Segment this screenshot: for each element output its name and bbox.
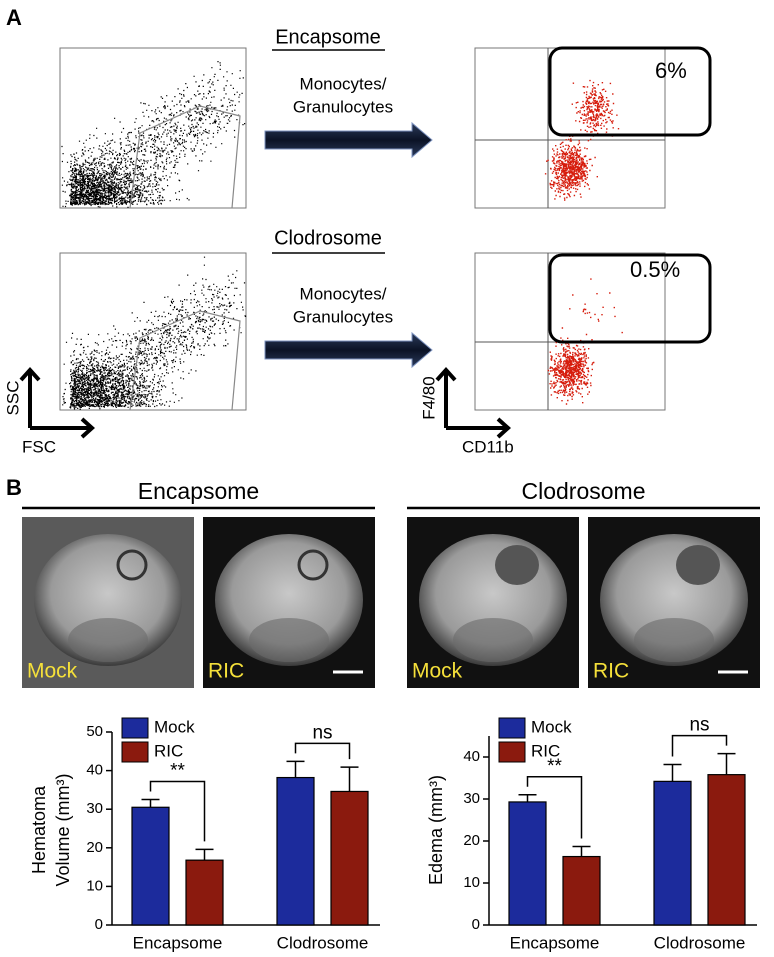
significance-label: ns (689, 715, 709, 736)
mri-lesion (495, 545, 539, 585)
mri-ventral (634, 618, 714, 662)
axis-arrow (435, 367, 511, 439)
image-label: RIC (208, 660, 244, 683)
legend-swatch (121, 741, 149, 763)
legend-swatch (498, 741, 526, 763)
gate-percent: 6% (655, 58, 687, 83)
gate-box (548, 253, 712, 344)
row-title: Clodrosome (274, 227, 382, 249)
legend-swatch (498, 717, 526, 739)
error-bar (195, 848, 214, 861)
mri-ventral (68, 618, 148, 662)
dot-cloud (544, 79, 620, 201)
significance-label: ** (547, 756, 562, 777)
error-bar (663, 763, 682, 782)
y-tick-label: 0 (95, 916, 103, 933)
error-bar (717, 752, 736, 775)
axis-label: FSC (22, 437, 56, 456)
legend-label: RIC (154, 741, 183, 760)
panel-label: A (6, 5, 22, 30)
image-label: Mock (412, 660, 463, 683)
y-tick-label: 40 (86, 762, 103, 779)
image-label: RIC (593, 660, 629, 683)
bar (707, 774, 746, 926)
group-title: Clodrosome (522, 478, 646, 504)
gate-text: Monocytes/ (300, 284, 387, 303)
significance-label: ns (312, 722, 332, 743)
y-tick-label: 30 (86, 800, 103, 817)
dot-cloud (547, 278, 623, 405)
axis-arrow (19, 367, 95, 439)
axis-label: CD11b (462, 437, 514, 456)
gate (129, 105, 241, 209)
bar (131, 806, 170, 926)
gate-box (548, 46, 712, 137)
bar (276, 776, 315, 926)
error-bar (340, 766, 359, 792)
y-tick-label: 0 (472, 916, 480, 933)
bar (562, 855, 601, 926)
x-tick-label: Encapsome (133, 933, 223, 952)
bar (185, 859, 224, 926)
y-tick-label: 40 (463, 748, 480, 765)
significance-bracket (294, 742, 351, 760)
y-tick-label: 30 (463, 790, 480, 807)
bar (330, 790, 369, 926)
mri-ventral (249, 618, 329, 662)
x-tick-label: Clodrosome (277, 933, 369, 952)
gate-text: Monocytes/ (300, 74, 387, 93)
x-tick-label: Encapsome (510, 933, 600, 952)
y-tick-label: 10 (463, 874, 480, 891)
dot-cloud (61, 61, 246, 208)
legend-swatch (121, 717, 149, 739)
significance-label: ** (170, 761, 185, 782)
y-axis-label: Hematoma (29, 785, 49, 874)
gate (129, 310, 241, 411)
y-tick-label: 10 (86, 877, 103, 894)
legend-label: RIC (531, 741, 560, 760)
error-bar (572, 845, 591, 857)
bar (653, 780, 692, 926)
bar (508, 801, 547, 926)
error-bar (141, 798, 160, 808)
error-bar (286, 760, 305, 778)
significance-bracket (671, 734, 728, 757)
gate-text: Granulocytes (293, 97, 393, 116)
mri-lesion (297, 549, 329, 581)
y-tick-label: 20 (86, 839, 103, 856)
y-axis-label: Volume (mm³) (53, 773, 73, 886)
panel-label: B (6, 475, 22, 500)
mri-ventral (453, 618, 533, 662)
x-tick-label: Clodrosome (654, 933, 746, 952)
gate-text: Granulocytes (293, 307, 393, 326)
axis-label: F4/80 (419, 376, 438, 419)
significance-bracket (526, 776, 583, 839)
gate-percent: 0.5% (630, 257, 680, 282)
image-label: Mock (27, 660, 78, 683)
gate-arrow (264, 121, 433, 159)
gate-arrow (264, 331, 433, 369)
mri-lesion (676, 545, 720, 585)
axis-label: SSC (3, 381, 22, 416)
error-bar (518, 794, 537, 802)
legend-label: Mock (531, 717, 572, 736)
significance-bracket (149, 780, 206, 842)
row-title: Encapsome (275, 26, 381, 48)
mri-lesion (116, 549, 148, 581)
legend-label: Mock (154, 717, 195, 736)
group-title: Encapsome (138, 478, 259, 504)
dot-cloud (62, 256, 247, 410)
y-tick-label: 50 (86, 723, 103, 740)
y-tick-label: 20 (463, 832, 480, 849)
y-axis-label: Edema (mm³) (426, 775, 446, 885)
